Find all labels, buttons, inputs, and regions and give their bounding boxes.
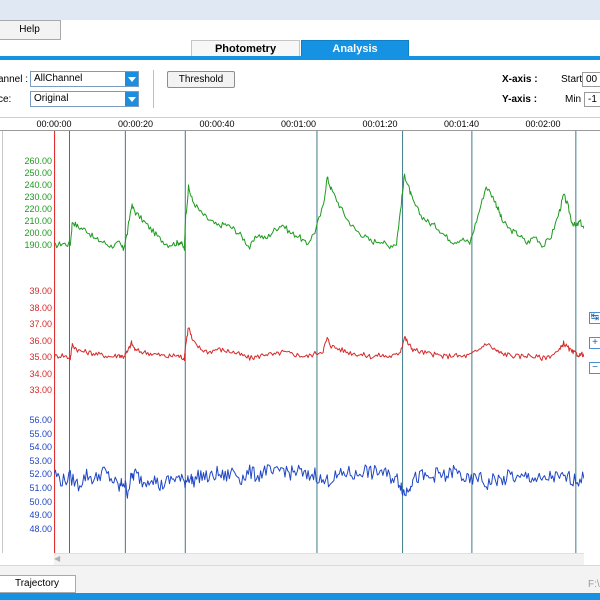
bottom-panel <box>0 565 600 594</box>
zoom-out-icon[interactable]: − <box>589 362 600 374</box>
scroll-left-icon[interactable]: ◀ <box>54 554 61 563</box>
time-tick-label: 00:02:00 <box>525 119 561 129</box>
trace-plot[interactable] <box>54 131 584 553</box>
trace-select[interactable]: Original <box>30 91 139 107</box>
start-label: Start <box>561 74 583 85</box>
help-menu-button[interactable]: Help <box>0 20 61 40</box>
time-axis-bottom-border <box>0 130 600 131</box>
tab-analysis[interactable]: Analysis <box>301 40 409 57</box>
time-tick-label: 00:00:40 <box>199 119 235 129</box>
time-tick-label: 00:01:20 <box>362 119 398 129</box>
left-panel-divider <box>2 131 3 553</box>
y-tick-label-blue: 56.00 <box>29 415 52 425</box>
y-tick-label-green: 260.00 <box>24 156 52 166</box>
green-signal-trace <box>54 173 584 251</box>
y-tick-label-blue: 53.00 <box>29 455 52 466</box>
y-tick-label-green: 230.00 <box>24 192 52 202</box>
red-signal-trace <box>54 327 584 362</box>
horizontal-scrollbar[interactable] <box>54 553 584 565</box>
min-input[interactable]: -1 <box>584 92 600 107</box>
y-tick-label-blue: 52.00 <box>29 469 52 480</box>
status-bar <box>0 593 600 600</box>
chevron-down-icon[interactable] <box>125 72 138 86</box>
channel-select-value: AllChannel <box>34 73 83 84</box>
start-input[interactable]: 00 <box>582 72 600 87</box>
tab-photometry[interactable]: Photometry <box>191 40 300 57</box>
y-tick-label-red: 38.00 <box>29 302 52 313</box>
y-tick-label-red: 36.00 <box>29 335 52 346</box>
threshold-button[interactable]: Threshold <box>167 71 235 88</box>
toolbar-divider <box>153 70 154 108</box>
y-tick-label-blue: 49.00 <box>29 510 52 521</box>
zoom-in-icon[interactable]: + <box>589 337 600 349</box>
title-bar <box>0 0 600 20</box>
y-tick-label-blue: 55.00 <box>29 428 52 439</box>
y-tick-label-blue: 50.00 <box>29 496 52 507</box>
y-tick-label-green: 220.00 <box>24 204 52 214</box>
file-path: F:\ <box>588 579 600 590</box>
y-tick-label-green: 190.00 <box>24 240 52 250</box>
time-tick-label: 00:01:00 <box>280 119 317 129</box>
y-tick-label-red: 37.00 <box>29 319 52 329</box>
min-label: Min <box>565 94 582 105</box>
chevron-down-icon[interactable] <box>125 92 138 106</box>
y-tick-label-green: 200.00 <box>24 228 52 238</box>
channel-select[interactable]: AllChannel <box>30 71 139 87</box>
time-tick-label: 00:01:40 <box>443 119 480 129</box>
y-tick-label-green: 210.00 <box>24 216 52 226</box>
y-tick-label-red: 35.00 <box>29 352 52 362</box>
y-tick-label-blue: 48.00 <box>29 523 52 534</box>
channel-label: annel : <box>0 74 29 85</box>
y-tick-label-red: 33.00 <box>29 385 52 395</box>
tab-trajectory[interactable]: Trajectory <box>0 575 76 593</box>
y-tick-label-blue: 51.00 <box>29 483 52 493</box>
y-tick-label-blue: 54.00 <box>29 442 52 453</box>
x-axis-label: X-axis : <box>502 74 538 85</box>
trace-select-value: Original <box>34 93 69 104</box>
y-tick-label-red: 39.00 <box>29 286 52 296</box>
tab-underline <box>0 56 600 60</box>
blue-signal-trace <box>54 464 584 499</box>
y-axis-label: Y-axis : <box>502 94 538 105</box>
y-tick-label-green: 250.00 <box>24 168 52 178</box>
fit-icon[interactable]: ↹ <box>589 312 600 324</box>
y-tick-label-green: 240.00 <box>24 180 52 190</box>
time-tick-label: 00:00:20 <box>117 119 154 129</box>
time-tick-label: 00:00:00 <box>36 119 72 129</box>
y-tick-label-red: 34.00 <box>29 368 52 379</box>
time-axis-top-border <box>0 117 600 118</box>
trace-label: ce: <box>0 94 12 105</box>
